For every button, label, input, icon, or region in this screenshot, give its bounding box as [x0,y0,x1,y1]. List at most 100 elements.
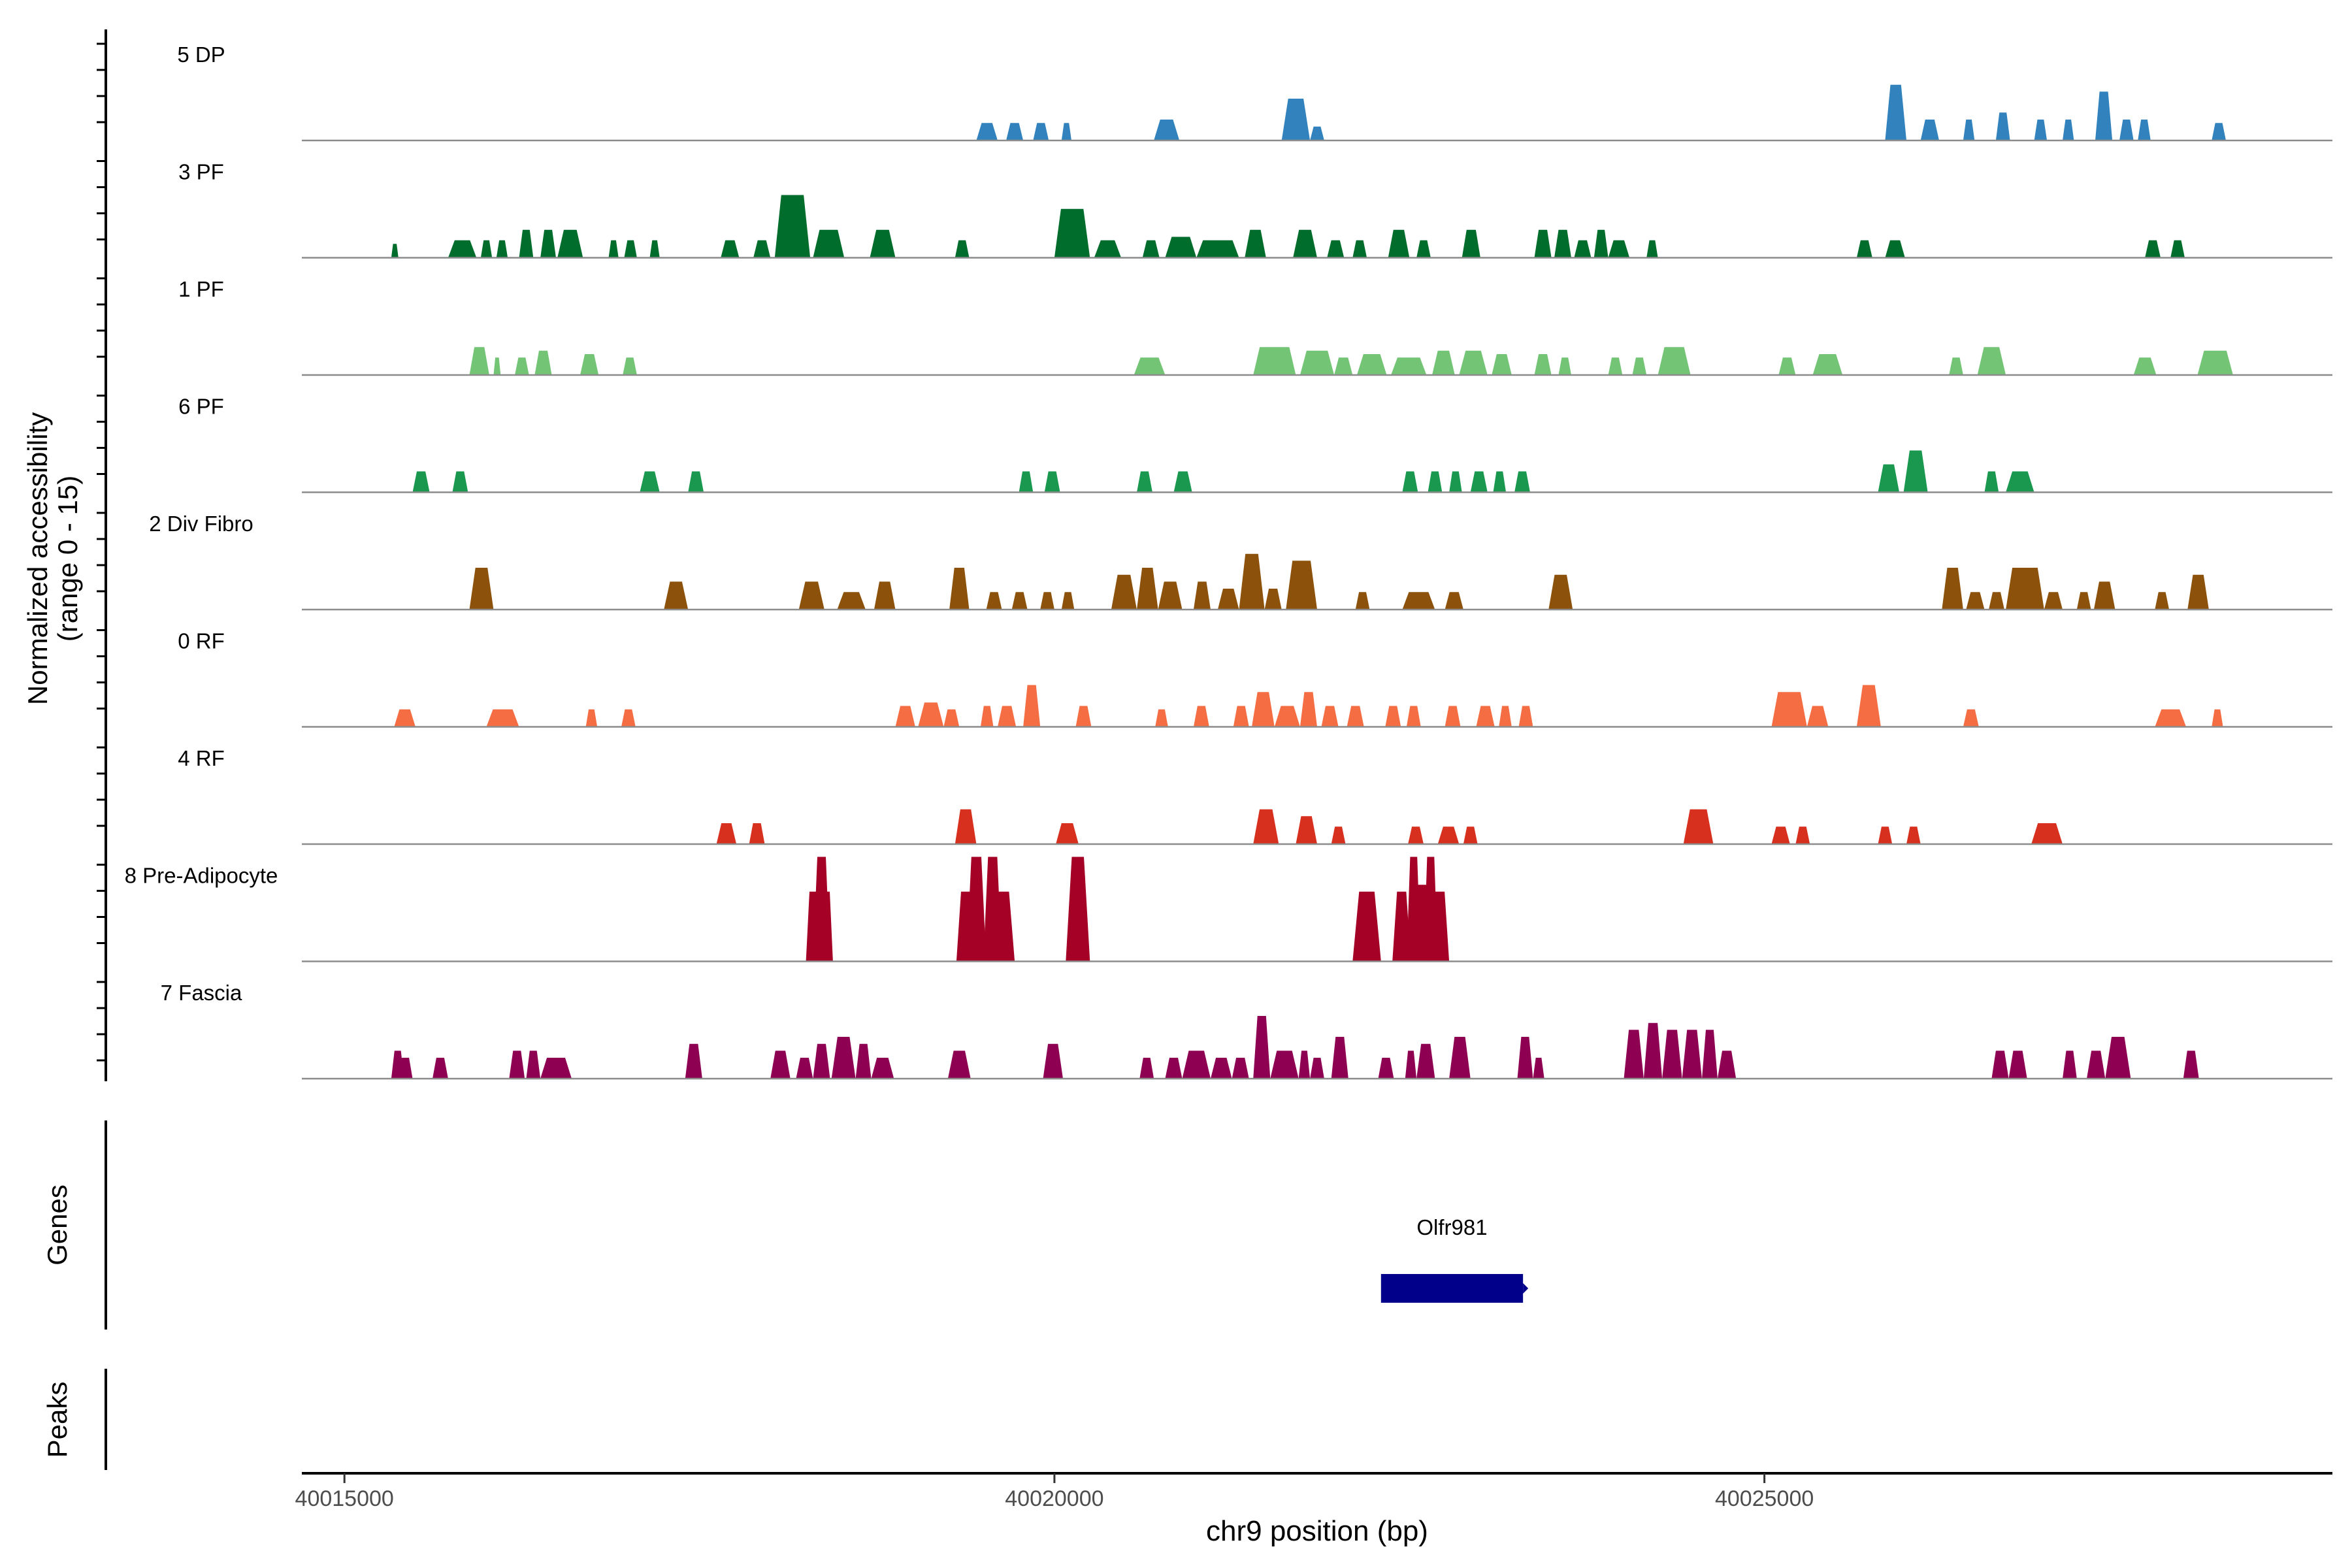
accessibility-peak [1281,99,1311,140]
accessibility-peak [1534,229,1552,258]
accessibility-peak [496,240,508,258]
accessibility-peak [1019,471,1034,493]
accessibility-peak [1155,709,1168,727]
accessibility-peak [433,1058,448,1079]
accessibility-peak [1717,1051,1737,1079]
accessibility-peak [1154,120,1180,140]
accessibility-peak [813,1043,830,1079]
accessibility-peak [493,357,501,375]
accessibility-peak [1385,706,1401,727]
accessibility-peak [1771,692,1807,727]
accessibility-peak [1040,592,1054,610]
accessibility-peak [1462,229,1480,258]
accessibility-peak [895,706,915,727]
accessibility-peak [1437,826,1460,844]
accessibility-peak [2006,568,2044,610]
accessibility-peak [1463,826,1478,844]
accessibility-peak [2031,823,2063,844]
peaks-track-label: Peaks [42,1382,73,1458]
accessibility-peak [1286,561,1317,610]
accessibility-peak [534,350,552,375]
accessibility-peak [1632,357,1647,375]
accessibility-peak [2063,120,2074,140]
x-tick-label: 40025000 [1715,1486,1814,1511]
accessibility-peak [1006,123,1024,140]
accessibility-peak [1416,240,1431,258]
accessibility-peak [509,1051,525,1079]
track-5-dp: 5 DP [177,42,2332,142]
accessibility-peak [640,471,660,493]
track-label: 3 PF [178,160,224,184]
accessibility-peak [1033,123,1049,140]
accessibility-peak [2138,120,2151,140]
accessibility-peak [1906,826,1921,844]
accessibility-peak [774,195,811,258]
accessibility-peak [2155,709,2187,727]
accessibility-peak [1795,826,1810,844]
track-label: 5 DP [177,42,225,67]
accessibility-peak [688,471,704,493]
accessibility-peak [874,581,896,610]
track-6-pf: 6 PF [178,395,2332,493]
accessibility-peak [976,123,998,140]
accessibility-peak [1023,685,1041,727]
accessibility-peak [2093,581,2115,610]
accessibility-peak [1949,357,1963,375]
accessibility-peak [1137,568,1158,610]
accessibility-peak [2187,574,2209,610]
accessibility-peak [1406,706,1421,727]
accessibility-peak [820,891,833,962]
accessibility-peak [2212,123,2226,140]
accessibility-peak [1334,357,1353,375]
gene-body [1380,1274,1524,1303]
accessibility-peak [398,1058,413,1079]
accessibility-peak [1405,1051,1417,1079]
accessibility-peak [1165,1058,1183,1079]
accessibility-peak [1658,347,1691,375]
accessibility-peak [394,709,416,727]
accessibility-peak [998,706,1017,727]
accessibility-peak [1388,229,1410,258]
accessibility-peak [1044,471,1060,493]
accessibility-peak [1245,229,1266,258]
accessibility-peak [1075,706,1092,727]
accessibility-peak [540,1058,572,1079]
accessibility-peak [1878,826,1893,844]
accessibility-peak [1432,350,1455,375]
accessibility-peak [1391,357,1427,375]
genes-track-label: Genes [42,1184,73,1266]
accessibility-peak [1428,471,1443,493]
track-1-pf: 1 PF [178,277,2332,376]
accessibility-peak [1355,592,1370,610]
accessibility-peak [1856,240,1872,258]
accessibility-peak [1299,692,1317,727]
accessibility-peak [1878,464,1900,493]
accessibility-peak [1252,692,1275,727]
accessibility-peak [452,471,468,493]
accessibility-peak [469,347,489,375]
accessibility-peak [624,240,637,258]
accessibility-peak [1327,240,1345,258]
accessibility-peak [1771,826,1790,844]
accessibility-peak [1011,592,1028,610]
accessibility-peak [1449,471,1462,493]
accessibility-peak [2087,1051,2106,1079]
accessibility-peak [1856,685,1881,727]
accessibility-peak [992,891,1015,962]
accessibility-peak [412,471,430,493]
accessibility-peak [1233,706,1249,727]
x-axis-title: chr9 position (bp) [1206,1515,1428,1547]
accessibility-peak [1989,592,2004,610]
gene-olfr981: Olfr981 [1380,1215,1529,1303]
accessibility-peak [1778,357,1796,375]
accessibility-peak [2170,240,2185,258]
accessibility-peak [813,229,845,258]
accessibility-peak [1054,208,1090,258]
gene-annotations: Olfr981 [1380,1215,1529,1303]
x-tick-label: 40020000 [1005,1486,1103,1511]
track-label: 6 PF [178,395,224,419]
accessibility-peak [1310,126,1324,140]
track-label: 7 Fascia [161,981,242,1005]
accessibility-peak [1445,592,1463,610]
accessibility-peak [515,357,529,375]
